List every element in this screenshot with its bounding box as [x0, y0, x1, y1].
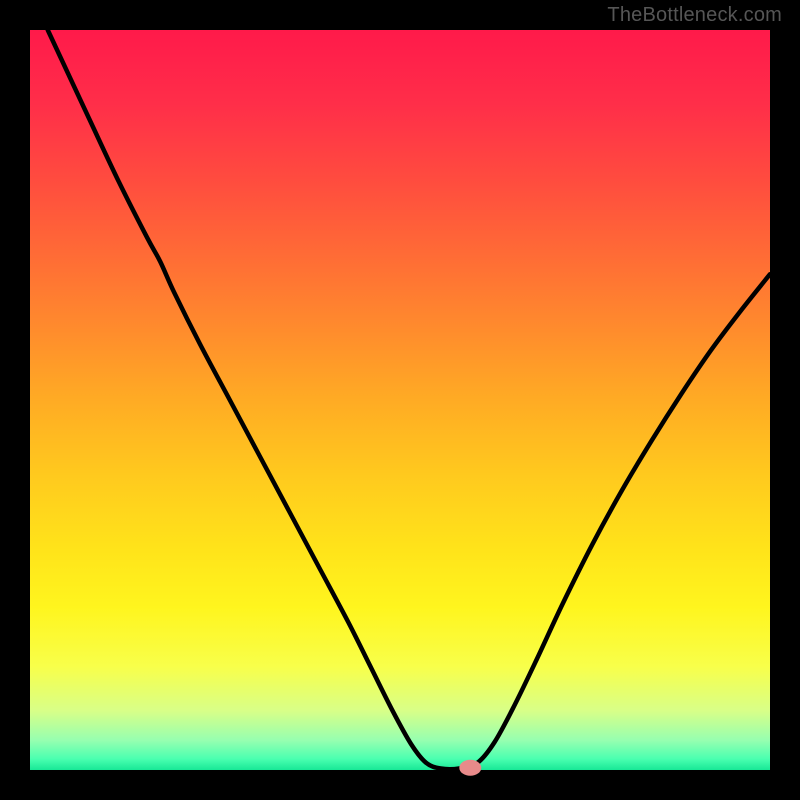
chart-plot-area [30, 30, 770, 770]
watermark-text: TheBottleneck.com [607, 4, 782, 27]
chart-container: TheBottleneck.com [0, 0, 800, 800]
optimal-point-marker [459, 760, 481, 776]
bottleneck-chart [0, 0, 800, 800]
